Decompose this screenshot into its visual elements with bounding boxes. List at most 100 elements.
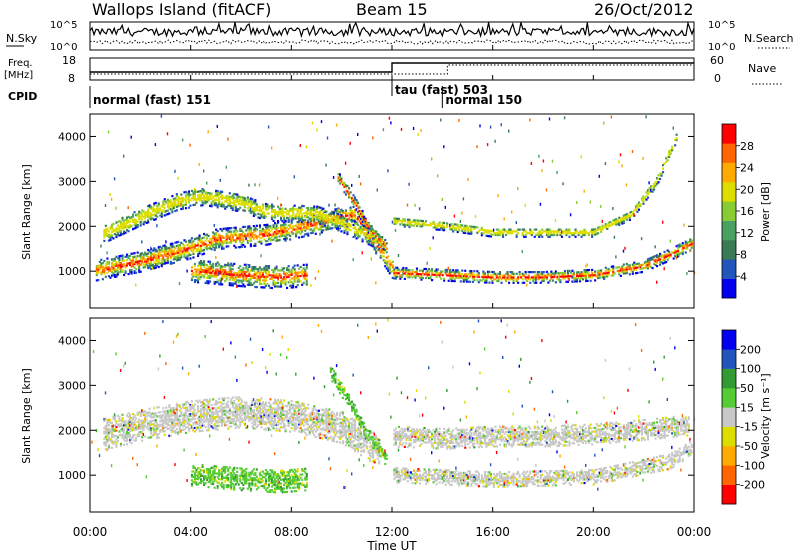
range-cell <box>201 202 204 205</box>
range-cell <box>151 208 154 211</box>
range-cell <box>304 278 307 281</box>
range-cell <box>175 244 178 247</box>
range-cell <box>201 204 204 207</box>
range-cell <box>163 246 166 249</box>
range-cell <box>452 270 455 274</box>
range-cell <box>452 279 455 283</box>
range-cell <box>370 257 372 261</box>
range-cell <box>249 197 252 200</box>
range-cell <box>361 215 364 218</box>
range-cell <box>216 273 219 277</box>
range-cell <box>159 254 162 257</box>
range-cell <box>233 273 236 276</box>
range-cell <box>227 271 230 274</box>
range-cell <box>249 230 252 233</box>
range-cell <box>275 239 278 242</box>
range-cell <box>560 272 564 275</box>
range-cell <box>116 228 120 231</box>
range-cell <box>415 274 419 277</box>
range-cell <box>429 277 432 280</box>
range-cell <box>175 194 178 198</box>
range-cell <box>287 219 290 222</box>
nave-tick-top: 60 <box>710 54 724 67</box>
range-cell <box>669 152 672 155</box>
range-cell <box>411 270 414 274</box>
range-cell <box>455 271 458 274</box>
range-cell <box>351 215 354 218</box>
range-cell <box>177 205 180 208</box>
range-cell <box>147 208 150 211</box>
range-cell <box>239 233 242 236</box>
range-cell <box>254 276 257 280</box>
range-cell <box>563 277 567 280</box>
range-cell <box>242 267 245 270</box>
range-cell <box>207 247 210 250</box>
range-cell <box>215 204 218 207</box>
range-cell <box>231 282 234 285</box>
range-cell <box>281 269 284 272</box>
range-cell <box>113 268 117 271</box>
range-cell <box>639 265 642 269</box>
range-cell <box>107 260 111 263</box>
range-cell <box>421 276 425 279</box>
range-cell <box>583 269 586 272</box>
range-cell <box>289 234 292 238</box>
range-cell <box>186 197 189 200</box>
range-cell <box>423 223 426 226</box>
range-cell <box>453 272 456 275</box>
range-cell <box>252 211 255 214</box>
range-cell <box>683 223 685 227</box>
range-cell <box>115 264 118 267</box>
range-cell <box>218 270 221 273</box>
range-cell <box>175 402 178 405</box>
range-cell <box>352 223 355 226</box>
range-cell <box>310 210 313 213</box>
range-cell <box>508 129 510 133</box>
range-cell <box>277 212 280 215</box>
range-cell <box>329 214 332 217</box>
range-cell <box>264 232 268 236</box>
range-cell <box>443 221 446 225</box>
range-cell <box>127 262 130 265</box>
range-cell <box>130 424 133 427</box>
range-cell <box>656 259 659 262</box>
range-cell <box>227 262 230 265</box>
range-cell <box>186 243 189 246</box>
range-cell <box>681 243 684 247</box>
range-cell <box>113 177 116 181</box>
range-cell <box>263 216 266 219</box>
range-cell <box>115 235 118 239</box>
colorbar-tick-label: 16 <box>740 205 754 218</box>
range-cell <box>174 413 177 417</box>
range-cell <box>511 210 513 214</box>
range-cell <box>364 234 367 237</box>
range-cell <box>640 237 643 241</box>
range-cell <box>153 247 156 250</box>
range-cell <box>541 279 544 283</box>
range-cell <box>509 232 512 235</box>
range-cell <box>458 229 461 232</box>
range-cell <box>103 234 106 237</box>
range-cell <box>646 191 650 194</box>
range-cell <box>230 262 233 265</box>
range-cell <box>106 440 109 443</box>
range-cell <box>207 260 210 263</box>
range-cell <box>630 214 633 217</box>
range-cell <box>154 431 157 434</box>
range-cell <box>370 244 373 247</box>
range-cell <box>293 208 296 211</box>
range-cell <box>604 272 607 275</box>
range-cell <box>106 448 108 452</box>
range-cell <box>209 266 212 269</box>
range-cell <box>257 235 260 238</box>
range-cell <box>215 242 218 246</box>
range-cell <box>293 277 296 280</box>
range-cell <box>236 285 238 288</box>
range-cell <box>251 207 254 210</box>
range-cell <box>497 232 500 235</box>
range-cell <box>628 266 631 269</box>
range-cell <box>449 274 452 277</box>
range-cell <box>156 224 158 228</box>
range-cell <box>613 218 616 221</box>
range-cell <box>556 277 559 280</box>
